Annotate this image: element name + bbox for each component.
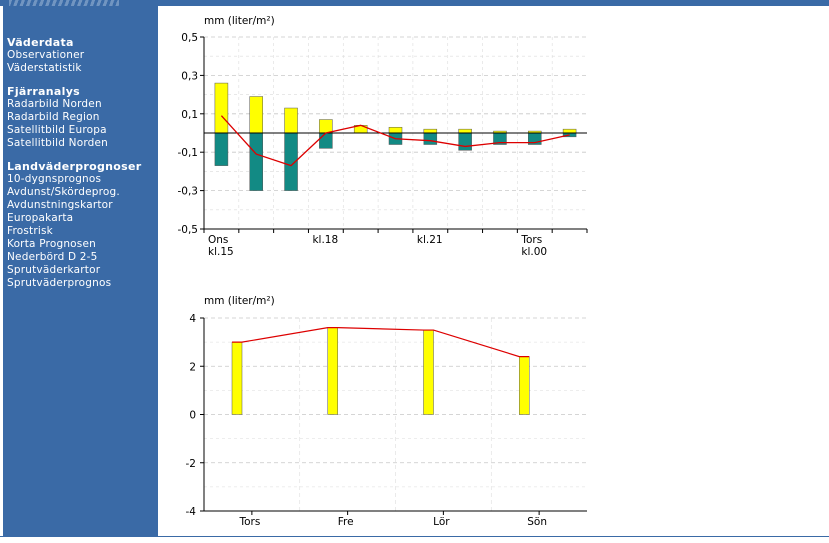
positive-bar [214,82,229,134]
sidebar-item-satellitbild-europa[interactable]: Satellitbild Europa [7,124,107,136]
sidebar-item-frostrisk[interactable]: Frostrisk [7,225,53,237]
short-term-precipitation-chart: mm (liter/m²) 0,5 0,3 0,1 -0,1 -0,3 -0,5 Ons kl.… [160,10,600,274]
y-tick-label: 0,1 [181,109,198,121]
y-axis-label: mm (liter/m²) [204,15,275,27]
x-tick-label: kl.15 [208,246,234,258]
sidebar-menu: Väderdata Observationer Väderstatistik F… [7,36,141,300]
negative-bar [423,132,438,145]
precipitation-bar [423,329,434,415]
positive-bar [458,128,472,134]
negative-bar [458,132,472,151]
x-tick-label: Lör [433,516,450,528]
daily-precipitation-chart: mm (liter/m²) 4 2 0 -2 -4 Tors Fre Lör Sön [160,290,600,534]
y-tick-label: 4 [189,313,196,325]
y-tick-label: 2 [189,361,196,373]
bottom-border [0,536,829,543]
negative-bar [214,132,229,166]
precipitation-bar [519,356,530,415]
y-axis-label: mm (liter/m²) [204,295,275,307]
top-banner [0,0,829,6]
sidebar-item-10-dygnsprognos[interactable]: 10-dygnsprognos [7,173,102,185]
sidebar-item-vaderstatistik[interactable]: Väderstatistik [7,62,82,74]
y-tick-label: -4 [186,506,197,518]
sidebar-item-avdunst-skordeprog[interactable]: Avdunst/Skördeprog. [7,186,120,198]
menu-group-landvaderprognoser: Landväderprognoser 10-dygnsprognos Avdun… [7,160,141,290]
negative-bar [249,132,263,191]
sidebar-item-sprutvaderkartor[interactable]: Sprutväderkartor [7,264,101,276]
x-tick-label: kl.00 [521,246,547,258]
sidebar: Väderdata Observationer Väderstatistik F… [3,0,158,536]
y-tick-label: 0,5 [181,32,198,44]
y-tick-label: 0 [189,410,196,422]
menu-heading: Landväderprognoser [7,160,142,173]
sidebar-item-avdunstningskartor[interactable]: Avdunstningskartor [7,199,113,211]
y-tick-label: -0,5 [178,224,199,236]
menu-heading: Väderdata [7,36,74,49]
y-tick-label: -0,1 [178,147,199,159]
precipitation-line-series [232,327,530,358]
positive-bar [423,128,438,134]
sidebar-item-europakarta[interactable]: Europakarta [7,212,74,224]
sidebar-item-radarbild-norden[interactable]: Radarbild Norden [7,98,102,110]
x-tick-label: Tors [520,234,542,246]
chart-svg: mm (liter/m²) 4 2 0 -2 -4 Tors Fre Lör Sön [186,295,587,528]
y-tick-label: 0,3 [181,70,198,82]
sidebar-item-nederbord[interactable]: Nederbörd D 2-5 [7,251,98,263]
sidebar-item-radarbild-region[interactable]: Radarbild Region [7,111,100,123]
x-tick-label: Ons [208,234,228,246]
x-tick-label: kl.21 [417,234,443,246]
x-tick-label: Fre [338,516,354,528]
sidebar-item-satellitbild-norden[interactable]: Satellitbild Norden [7,137,109,149]
negative-bar [319,132,333,149]
sidebar-item-observationer[interactable]: Observationer [7,49,85,61]
precipitation-bar [231,341,243,415]
menu-heading: Fjärranalys [7,85,81,98]
x-tick-label: Tors [238,516,260,528]
menu-group-fjarranalys: Fjärranalys Radarbild Norden Radarbild R… [7,85,141,150]
logo-strip [9,0,119,6]
x-tick-label: kl.18 [312,234,338,246]
precipitation-bar [327,327,338,415]
y-tick-label: -0,3 [178,186,199,198]
net-line-series [220,115,570,167]
positive-bar [562,128,577,134]
sidebar-item-korta-prognosen[interactable]: Korta Prognosen [7,238,96,250]
sidebar-item-sprutvaderprognos[interactable]: Sprutväderprognos [7,277,112,289]
x-tick-label: Sön [527,516,547,528]
chart-svg: mm (liter/m²)0,50,30,1-0,1-0,3-0,5Onskl.… [178,15,588,258]
menu-group-vaderdata: Väderdata Observationer Väderstatistik [7,36,141,75]
positive-bar [284,107,298,134]
positive-bar [249,96,263,134]
y-tick-label: -2 [186,458,196,470]
positive-bar [388,126,403,134]
positive-bar [319,119,333,134]
